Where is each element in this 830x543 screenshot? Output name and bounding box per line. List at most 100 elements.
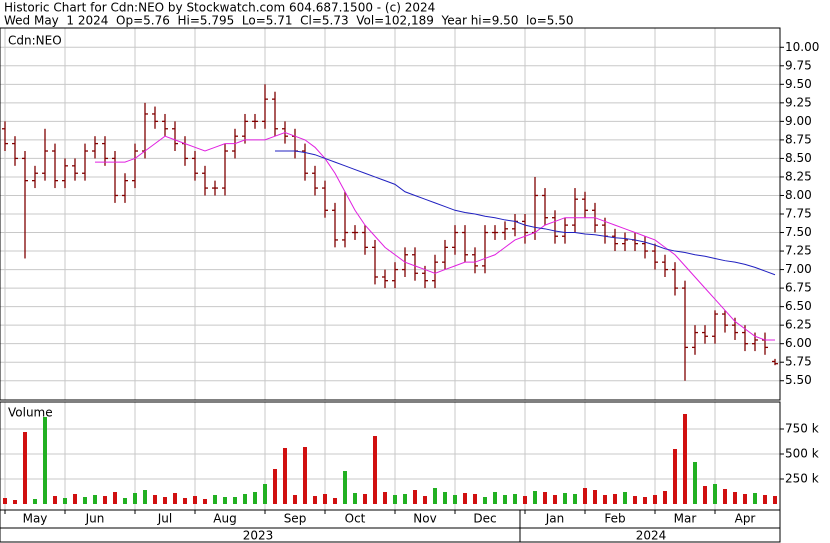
panel-label: Cdn:NEO (8, 34, 62, 48)
y-tick-label: 5.50 (785, 373, 812, 387)
volume-bar (583, 488, 587, 504)
volume-bar (533, 491, 537, 504)
x-tick-label: Apr (735, 512, 756, 526)
moving-average (95, 131, 775, 341)
volume-bar (253, 492, 257, 504)
volume-bar (263, 484, 267, 504)
volume-bar (93, 495, 97, 504)
y-tick-label: 8.25 (785, 169, 812, 183)
volume-bar (703, 486, 707, 504)
volume-bar (693, 462, 697, 504)
y-tick-label: 7.50 (785, 225, 812, 239)
y-tick-label: 7.75 (785, 207, 812, 221)
x-tick-label: Jan (545, 512, 565, 526)
year-axis (0, 527, 781, 543)
y-tick-label: 8.75 (785, 132, 812, 146)
volume-bar (473, 494, 477, 504)
x-tick-label: Dec (473, 512, 496, 526)
volume-bar (343, 471, 347, 504)
x-tick-label: Sep (284, 512, 307, 526)
x-tick-label: Jun (85, 512, 105, 526)
year-label: 2024 (636, 529, 667, 543)
volume-bar (153, 495, 157, 504)
volume-bar (223, 497, 227, 504)
x-tick-label: Jul (157, 512, 172, 526)
y-tick-label: 6.25 (785, 318, 812, 332)
volume-bar (353, 493, 357, 504)
volume-bar (403, 494, 407, 504)
volume-bar (603, 495, 607, 504)
volume-bar (653, 495, 657, 504)
volume-bar (763, 495, 767, 504)
x-tick-label: Feb (604, 512, 625, 526)
volume-bar (623, 492, 627, 504)
moving-average (275, 150, 776, 276)
volume-bar (423, 496, 427, 504)
volume-bar (293, 495, 297, 504)
volume-bar (573, 494, 577, 504)
y-tick-label: 7.25 (785, 244, 812, 258)
y-tick-label: 6.50 (785, 299, 812, 313)
volume-bar (393, 495, 397, 504)
panel-label: Volume (8, 406, 53, 420)
volume-bar (333, 498, 337, 504)
volume-bar (3, 498, 7, 504)
volume-bar (23, 432, 27, 504)
volume-bar (673, 449, 677, 504)
volume-bar (203, 499, 207, 504)
volume-bar (303, 447, 307, 504)
volume-bar (383, 492, 387, 504)
volume-bar (233, 497, 237, 504)
y-tick-label: 9.75 (785, 58, 812, 72)
volume-bar (113, 492, 117, 504)
volume-bar (773, 496, 777, 504)
volume-bar (723, 489, 727, 504)
volume-bar (433, 488, 437, 504)
y-tick-label: 250 k (785, 472, 819, 486)
chart-title: Historic Chart for Cdn:NEO by Stockwatch… (4, 1, 435, 15)
volume-bar (663, 491, 667, 504)
volume-bar (213, 495, 217, 504)
y-tick-label: 750 k (785, 422, 819, 436)
volume-bar (413, 490, 417, 504)
volume-bar (593, 490, 597, 504)
year-label: 2023 (243, 529, 274, 543)
volume-bar (313, 496, 317, 504)
volume-bar (33, 499, 37, 504)
volume-bar (453, 495, 457, 504)
y-tick-label: 9.50 (785, 77, 812, 91)
volume-bar (73, 494, 77, 504)
volume-bar (63, 498, 67, 504)
volume-bar (543, 492, 547, 504)
volume-bar (373, 436, 377, 504)
volume-bar (563, 493, 567, 504)
volume-bar (733, 492, 737, 504)
volume-bar (13, 500, 17, 504)
volume-bar (743, 494, 747, 504)
y-tick-label: 9.00 (785, 114, 812, 128)
x-tick-label: Nov (413, 512, 436, 526)
volume-bar (613, 494, 617, 504)
volume-bar (283, 448, 287, 504)
volume-bar (633, 496, 637, 504)
x-tick-label: May (23, 512, 48, 526)
chart-subtitle: Wed May 1 2024 Op=5.76 Hi=5.795 Lo=5.71 … (4, 14, 574, 28)
volume-bar (143, 490, 147, 504)
volume-bar (183, 498, 187, 504)
volume-bar (713, 484, 717, 504)
y-tick-label: 8.50 (785, 151, 812, 165)
volume-bar (443, 492, 447, 504)
volume-bar (173, 493, 177, 504)
volume-bar (163, 497, 167, 504)
volume-bar (363, 494, 367, 504)
grid (0, 28, 780, 510)
volume-bar (273, 469, 277, 504)
volume-bar (513, 494, 517, 504)
volume-bar (523, 496, 527, 504)
x-tick-label: Aug (213, 512, 236, 526)
volume-bar (643, 497, 647, 504)
y-tick-label: 7.00 (785, 262, 812, 276)
volume-bar (683, 414, 687, 504)
volume-bar (123, 498, 127, 504)
volume-bar (483, 497, 487, 504)
